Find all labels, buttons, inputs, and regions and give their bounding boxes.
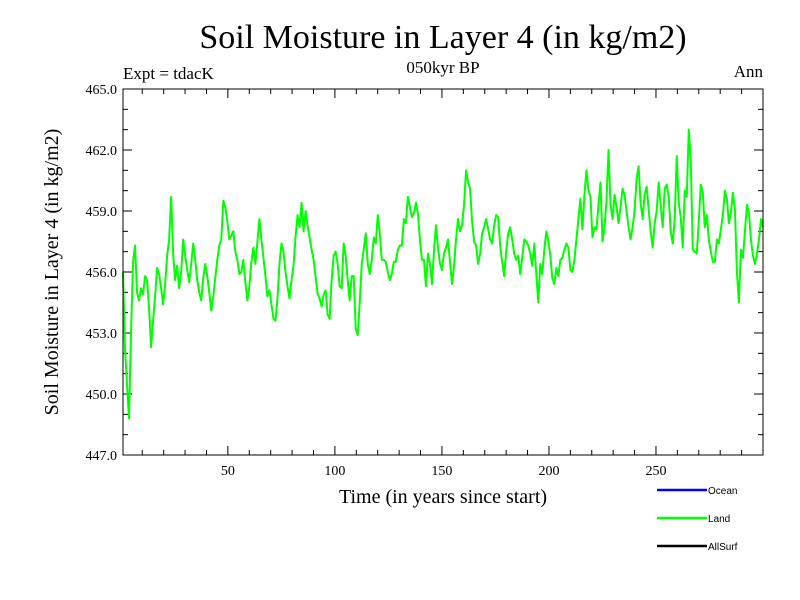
y-axis-label: Soil Moisture in Layer 4 (in kg/m2): [41, 129, 63, 416]
plot-frame: [122, 88, 764, 456]
x-tick-label: 150: [431, 464, 452, 479]
chart-subtitle: 050kyr BP: [406, 58, 479, 77]
chart-title: Soil Moisture in Layer 4 (in kg/m2): [199, 19, 686, 56]
series-line-land: [122, 128, 764, 420]
season-label: Ann: [734, 62, 764, 81]
x-tick-label: 100: [324, 464, 345, 479]
x-tick-label: 250: [645, 464, 666, 479]
y-tick-label: 465.0: [86, 83, 118, 98]
experiment-label: Expt = tdacK: [123, 64, 215, 83]
x-tick-label: 200: [538, 464, 559, 479]
y-tick-label: 456.0: [86, 266, 118, 281]
y-tick-label: 450.0: [86, 388, 118, 403]
y-tick-label: 462.0: [86, 144, 118, 159]
y-tick-label: 453.0: [86, 327, 118, 342]
y-tick-label: 447.0: [86, 449, 118, 464]
y-tick-label: 459.0: [86, 205, 118, 220]
legend: Ocean Land AllSurf: [657, 486, 738, 553]
legend-label-allsurf: AllSurf: [708, 542, 738, 553]
legend-label-ocean: Ocean: [708, 486, 737, 497]
x-axis-ticks: 50 100 150 200 250: [141, 89, 743, 479]
x-axis-label: Time (in years since start): [339, 486, 547, 508]
series-layer: [122, 128, 764, 420]
x-tick-label: 50: [221, 464, 235, 479]
legend-label-land: Land: [708, 514, 730, 525]
